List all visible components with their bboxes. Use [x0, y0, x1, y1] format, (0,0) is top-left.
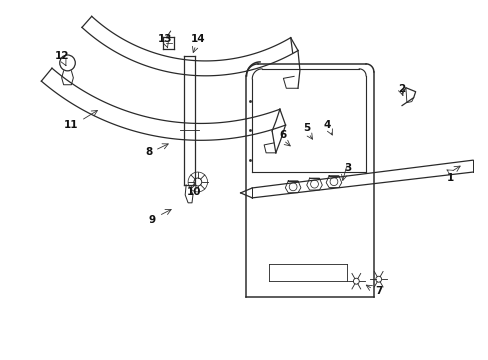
Text: 10: 10 [186, 187, 201, 197]
Text: 6: 6 [279, 130, 286, 140]
Text: 7: 7 [374, 286, 382, 296]
Text: 4: 4 [323, 121, 330, 130]
Text: 1: 1 [446, 173, 453, 183]
Text: 9: 9 [148, 215, 155, 225]
Text: 3: 3 [343, 163, 350, 173]
Text: 13: 13 [157, 34, 172, 44]
Text: 5: 5 [303, 123, 310, 134]
Text: 2: 2 [398, 84, 405, 94]
Text: 12: 12 [54, 51, 69, 61]
Text: 14: 14 [190, 34, 204, 44]
Text: 8: 8 [145, 147, 153, 157]
Text: 11: 11 [64, 121, 79, 130]
